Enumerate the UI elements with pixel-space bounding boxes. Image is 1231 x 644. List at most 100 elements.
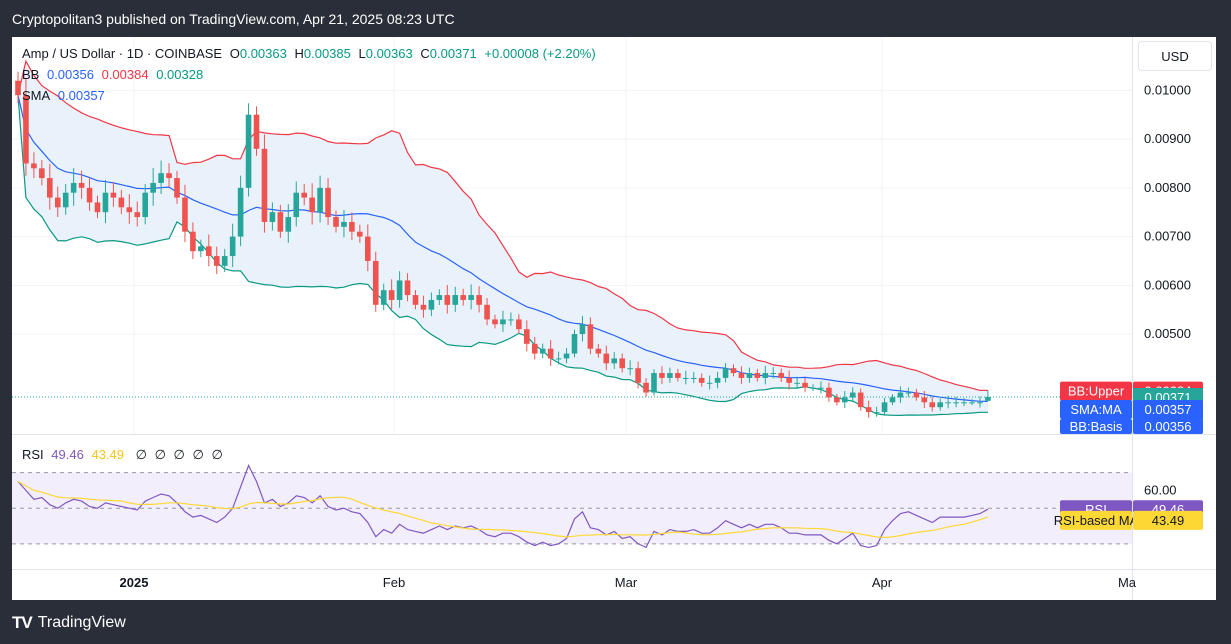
candle-body[interactable] [595,348,602,354]
candle-body[interactable] [94,202,101,213]
candle-body[interactable] [937,402,943,408]
candle-body[interactable] [706,382,713,384]
candle-body[interactable] [508,319,514,321]
candle-body[interactable] [110,192,117,198]
chart-svg[interactable]: 0.01000 0.00900 0.00800 0.00700 0.00600 0.005… [12,37,1216,600]
candle-body[interactable] [269,212,276,222]
candle-body[interactable] [849,392,856,398]
candle-body[interactable] [905,392,912,394]
candle-body[interactable] [531,343,538,354]
candle-body[interactable] [15,80,21,96]
candle-body[interactable] [603,353,610,364]
candle-body[interactable] [229,236,236,257]
candle-body[interactable] [484,304,490,320]
candle-body[interactable] [897,392,904,398]
candle-body[interactable] [476,295,482,305]
candle-body[interactable] [778,373,784,378]
candle-body[interactable] [547,348,554,359]
candle-body[interactable] [182,197,188,232]
candle-body[interactable] [452,295,459,305]
candle-body[interactable] [341,221,347,227]
candle-body[interactable] [444,295,451,305]
candle-body[interactable] [380,290,387,305]
candle-body[interactable] [253,114,260,149]
candle-body[interactable] [953,402,959,404]
candle-body[interactable] [404,280,411,296]
candle-body[interactable] [436,295,443,300]
candle-body[interactable] [70,182,77,193]
candle-body[interactable] [293,192,300,218]
candle-body[interactable] [635,368,641,383]
candle-body[interactable] [794,382,800,384]
candle-body[interactable] [714,377,721,383]
candle-body[interactable] [23,95,29,164]
candle-body[interactable] [206,246,212,257]
candle-body[interactable] [826,387,832,398]
candle-body[interactable] [245,114,252,188]
candle-body[interactable] [977,402,983,404]
candle-body[interactable] [738,373,745,378]
candle-body[interactable] [54,197,61,208]
candle-body[interactable] [174,178,180,198]
candle-body[interactable] [786,377,792,383]
candle-body[interactable] [325,187,331,218]
candle-body[interactable] [460,295,466,300]
tradingview-brand[interactable]: TV TradingView [12,613,126,633]
candle-body[interactable] [563,353,570,359]
bb-legend[interactable]: BB 0.00356 0.00384 0.00328 [22,67,207,82]
candle-body[interactable] [333,217,339,227]
candle-body[interactable] [150,182,156,193]
candle-body[interactable] [126,207,133,213]
candle-body[interactable] [675,373,681,378]
candle-body[interactable] [881,402,888,413]
candle-body[interactable] [619,358,625,369]
candle-body[interactable] [651,373,657,393]
candle-body[interactable] [388,290,395,300]
candle-body[interactable] [285,217,292,232]
candle-body[interactable] [412,295,419,305]
candle-body[interactable] [865,407,872,413]
candle-body[interactable] [237,187,244,237]
currency-button[interactable]: USD [1138,41,1212,71]
candle-body[interactable] [571,334,578,354]
candle-body[interactable] [420,304,427,310]
candle-body[interactable] [277,212,284,232]
rsi-legend[interactable]: RSI 49.46 43.49 ∅ ∅ ∅ ∅ ∅ [22,447,227,463]
candle-body[interactable] [818,387,824,389]
candle-body[interactable] [134,212,141,218]
candle-body[interactable] [213,256,220,266]
candle-body[interactable] [365,236,371,261]
candle-body[interactable] [31,163,37,169]
candle-body[interactable] [873,412,880,414]
candle-body[interactable] [357,231,363,237]
candle-body[interactable] [730,368,737,374]
sma-legend[interactable]: SMA 0.00357 [22,88,109,103]
candle-body[interactable] [754,373,761,378]
candle-body[interactable] [500,319,506,325]
candle-body[interactable] [47,178,53,198]
candle-body[interactable] [722,368,729,378]
candle-body[interactable] [762,373,769,378]
price-pane[interactable] [12,37,1132,569]
candle-body[interactable] [587,324,594,349]
candle-body[interactable] [961,402,967,404]
candle-body[interactable] [945,402,951,404]
candle-body[interactable] [86,187,93,203]
candle-body[interactable] [969,402,975,404]
candle-body[interactable] [198,246,204,252]
candle-body[interactable] [78,182,85,188]
symbol-legend[interactable]: Amp / US Dollar · 1D · COINBASE O0.00363… [22,46,600,61]
candle-body[interactable] [468,295,474,300]
candle-body[interactable] [539,348,546,354]
candle-body[interactable] [690,377,697,379]
candle-body[interactable] [842,397,848,403]
candle-body[interactable] [746,373,753,378]
candle-body[interactable] [349,221,355,232]
candle-body[interactable] [102,192,109,213]
candle-body[interactable] [492,319,498,325]
candle-body[interactable] [683,377,689,379]
candle-body[interactable] [667,373,673,378]
candle-body[interactable] [913,392,920,398]
candle-body[interactable] [659,373,665,378]
candle-body[interactable] [802,382,808,388]
